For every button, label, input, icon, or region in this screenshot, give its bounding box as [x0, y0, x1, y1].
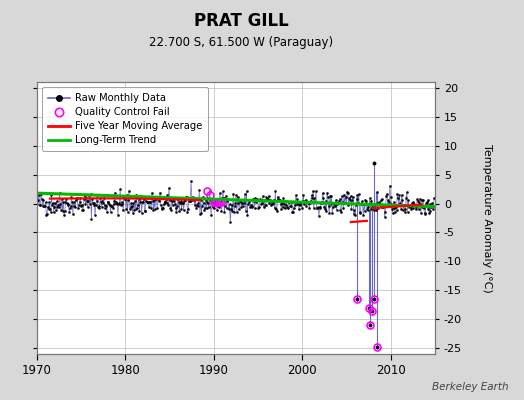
Text: PRAT GILL: PRAT GILL: [194, 12, 288, 30]
Text: Berkeley Earth: Berkeley Earth: [432, 382, 508, 392]
Legend: Raw Monthly Data, Quality Control Fail, Five Year Moving Average, Long-Term Tren: Raw Monthly Data, Quality Control Fail, …: [42, 87, 208, 151]
Y-axis label: Temperature Anomaly (°C): Temperature Anomaly (°C): [482, 144, 492, 292]
Text: 22.700 S, 61.500 W (Paraguay): 22.700 S, 61.500 W (Paraguay): [149, 36, 333, 49]
